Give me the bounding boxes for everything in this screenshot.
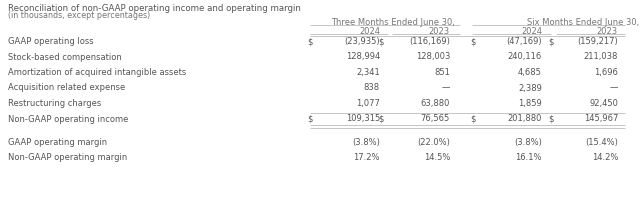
- Text: 838: 838: [364, 84, 380, 92]
- Text: (3.8%): (3.8%): [514, 138, 542, 147]
- Text: 92,450: 92,450: [589, 99, 618, 108]
- Text: —: —: [442, 84, 450, 92]
- Text: 240,116: 240,116: [508, 52, 542, 62]
- Text: Non-GAAP operating margin: Non-GAAP operating margin: [8, 154, 127, 162]
- Text: (159,217): (159,217): [577, 37, 618, 46]
- Text: $: $: [378, 114, 383, 123]
- Text: 2023: 2023: [429, 27, 450, 36]
- Text: (15.4%): (15.4%): [585, 138, 618, 147]
- Text: (in thousands, except percentages): (in thousands, except percentages): [8, 11, 150, 20]
- Text: 145,967: 145,967: [584, 114, 618, 123]
- Text: 2023: 2023: [597, 27, 618, 36]
- Text: Six Months Ended June 30,: Six Months Ended June 30,: [527, 18, 639, 27]
- Text: $: $: [548, 114, 554, 123]
- Text: $: $: [470, 37, 476, 46]
- Text: 109,315: 109,315: [346, 114, 380, 123]
- Text: 14.2%: 14.2%: [591, 154, 618, 162]
- Text: 17.2%: 17.2%: [353, 154, 380, 162]
- Text: GAAP operating margin: GAAP operating margin: [8, 138, 107, 147]
- Text: 851: 851: [434, 68, 450, 77]
- Text: GAAP operating loss: GAAP operating loss: [8, 37, 93, 46]
- Text: Restructuring charges: Restructuring charges: [8, 99, 101, 108]
- Text: $: $: [378, 37, 383, 46]
- Text: $: $: [470, 114, 476, 123]
- Text: $: $: [548, 37, 554, 46]
- Text: 4,685: 4,685: [518, 68, 542, 77]
- Text: 1,859: 1,859: [518, 99, 542, 108]
- Text: Acquisition related expense: Acquisition related expense: [8, 84, 125, 92]
- Text: 201,880: 201,880: [508, 114, 542, 123]
- Text: 76,565: 76,565: [420, 114, 450, 123]
- Text: 2024: 2024: [359, 27, 380, 36]
- Text: 63,880: 63,880: [420, 99, 450, 108]
- Text: 16.1%: 16.1%: [515, 154, 542, 162]
- Text: 128,994: 128,994: [346, 52, 380, 62]
- Text: Non-GAAP operating income: Non-GAAP operating income: [8, 114, 129, 123]
- Text: 128,003: 128,003: [415, 52, 450, 62]
- Text: Reconciliation of non-GAAP operating income and operating margin: Reconciliation of non-GAAP operating inc…: [8, 4, 301, 13]
- Text: $: $: [307, 37, 312, 46]
- Text: Amortization of acquired intangible assets: Amortization of acquired intangible asse…: [8, 68, 186, 77]
- Text: 2,341: 2,341: [356, 68, 380, 77]
- Text: —: —: [610, 84, 618, 92]
- Text: 2,389: 2,389: [518, 84, 542, 92]
- Text: (47,169): (47,169): [506, 37, 542, 46]
- Text: (23,935): (23,935): [344, 37, 380, 46]
- Text: Stock-based compensation: Stock-based compensation: [8, 52, 122, 62]
- Text: $: $: [307, 114, 312, 123]
- Text: 1,696: 1,696: [594, 68, 618, 77]
- Text: 2024: 2024: [521, 27, 542, 36]
- Text: 1,077: 1,077: [356, 99, 380, 108]
- Text: Three Months Ended June 30,: Three Months Ended June 30,: [331, 18, 455, 27]
- Text: 14.5%: 14.5%: [424, 154, 450, 162]
- Text: (3.8%): (3.8%): [352, 138, 380, 147]
- Text: 211,038: 211,038: [584, 52, 618, 62]
- Text: (22.0%): (22.0%): [417, 138, 450, 147]
- Text: (116,169): (116,169): [409, 37, 450, 46]
